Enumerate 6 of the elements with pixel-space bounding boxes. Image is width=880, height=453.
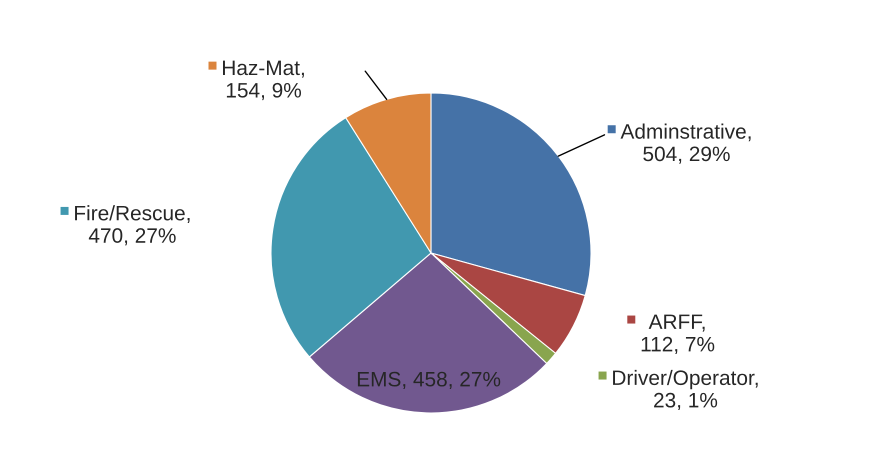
- legend-label: ARFF, 112, 7%: [642, 314, 714, 354]
- legend-label: Haz-Mat, 154, 9%: [223, 60, 304, 100]
- legend-label: Driver/Operator, 23, 1%: [613, 370, 758, 410]
- legend-label: Fire/Rescue, 470, 27%: [75, 205, 190, 246]
- slice-label: EMS, 458, 27%: [358, 372, 500, 390]
- legend-label: Adminstrative, 504, 29%: [620, 124, 751, 164]
